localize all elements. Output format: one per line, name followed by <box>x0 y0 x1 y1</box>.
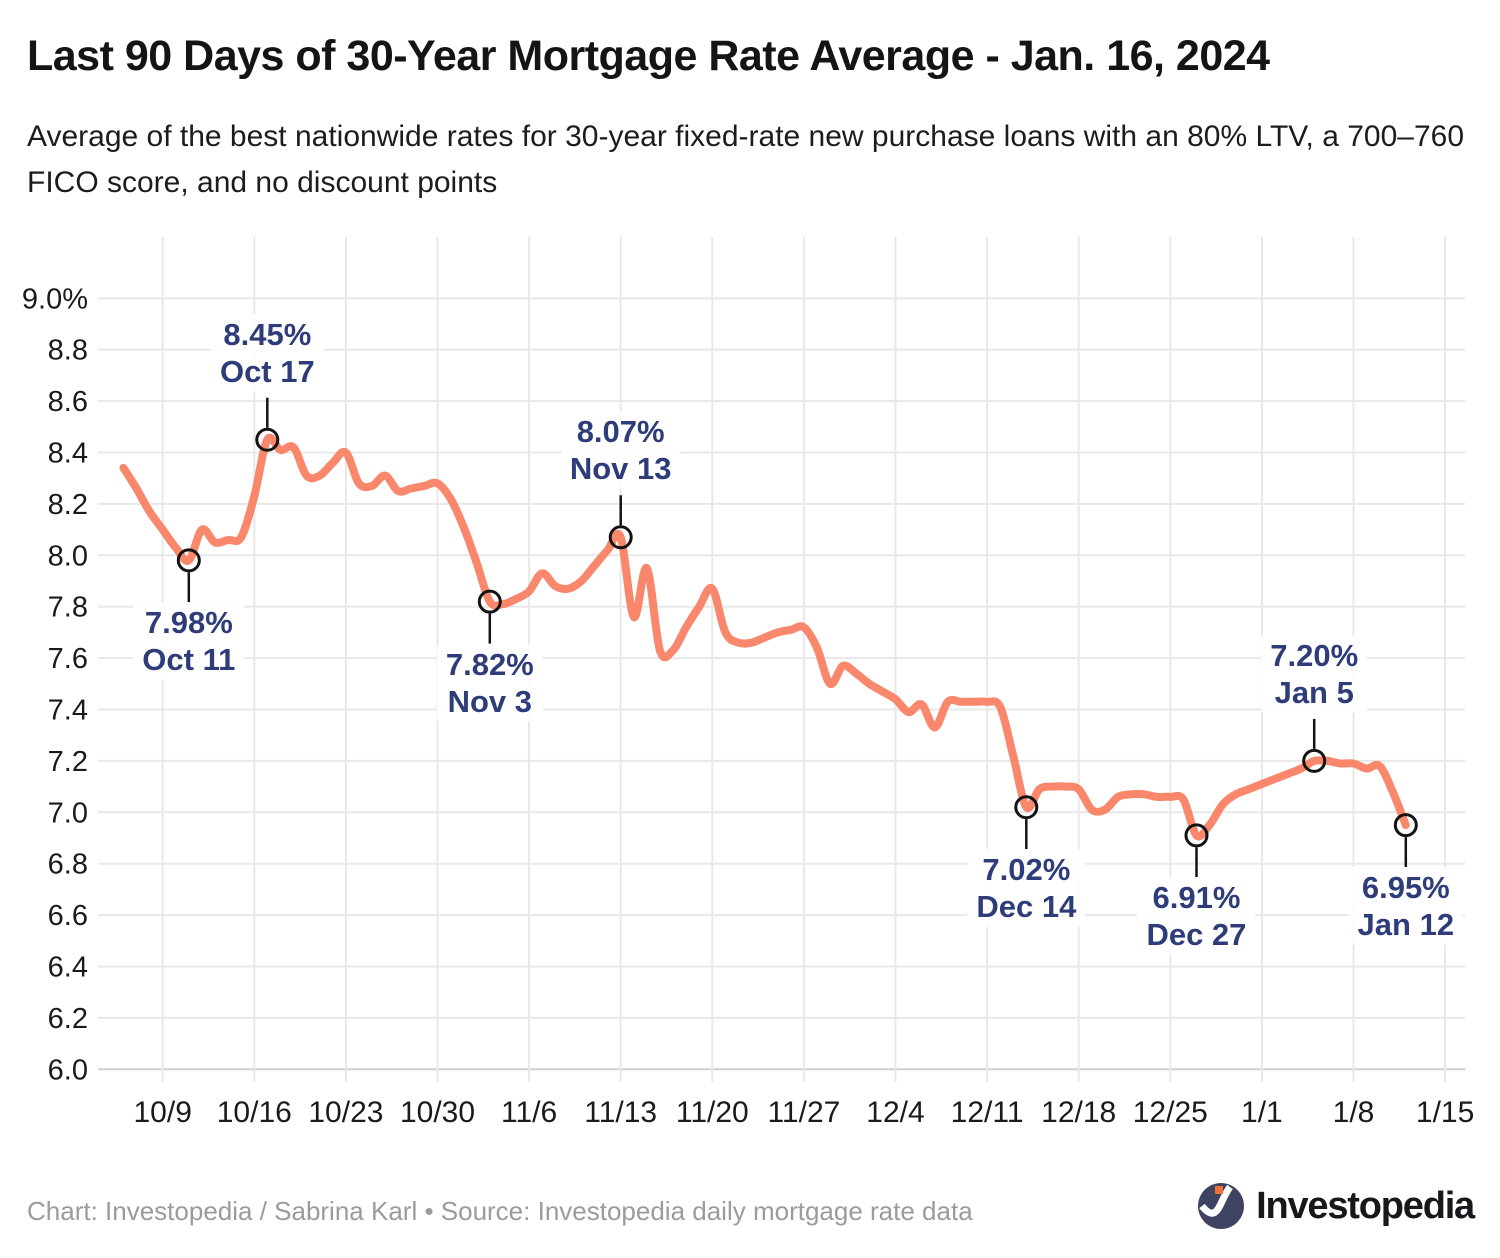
annotation-date: Dec 14 <box>976 889 1077 925</box>
y-tick-label: 8.0 <box>48 540 88 572</box>
y-tick-label: 6.0 <box>48 1054 88 1086</box>
annotation-label: 7.20% Jan 5 <box>1261 634 1368 713</box>
x-tick-label: 10/9 <box>134 1096 192 1129</box>
y-tick-label: 6.2 <box>48 1003 88 1035</box>
annotation-date: Nov 13 <box>569 451 672 487</box>
annotation-date: Nov 3 <box>447 683 532 719</box>
annotation-date: Oct 11 <box>142 642 236 678</box>
y-tick-label: 6.8 <box>48 849 88 881</box>
x-tick-label: 11/27 <box>767 1096 840 1129</box>
investopedia-logo-wordmark: Investopedia <box>1256 1184 1475 1227</box>
y-tick-label: 7.8 <box>48 592 88 624</box>
y-tick-label: 8.4 <box>48 438 88 470</box>
y-tick-label: 6.6 <box>48 900 88 932</box>
y-axis-labels: 9.0% 8.8 8.6 8.4 8.2 8.0 7.8 7.6 7.4 7.2 7.0 6.8 6.6… <box>22 283 88 1086</box>
annotation-label: 8.45% Oct 17 <box>210 313 324 392</box>
x-tick-label: 12/25 <box>1133 1096 1208 1129</box>
y-tick-label: 6.4 <box>48 952 88 984</box>
x-tick-label: 12/18 <box>1041 1096 1116 1129</box>
chart-subtitle: Average of the best nationwide rates for… <box>27 120 1465 199</box>
x-tick-label: 1/15 <box>1416 1096 1474 1129</box>
x-tick-label: 10/16 <box>217 1096 292 1129</box>
y-tick-label: 8.6 <box>48 386 88 418</box>
investopedia-logo: Investopedia <box>1197 1180 1475 1232</box>
annotation-marker <box>608 525 633 550</box>
x-tick-label: 12/11 <box>951 1096 1024 1129</box>
annotation-rate: 6.91% <box>1152 880 1241 916</box>
annotation-date: Jan 5 <box>1274 674 1354 710</box>
annotation-rate: 7.82% <box>445 646 534 682</box>
annotation-date: Dec 27 <box>1146 917 1247 953</box>
annotation-marker <box>477 589 502 614</box>
y-tick-label: 8.2 <box>48 489 88 521</box>
x-axis-labels: 10/9 10/16 10/23 10/30 11/6 11/13 11/20 11/27 12… <box>134 1096 1475 1129</box>
x-tick-label: 10/23 <box>308 1096 383 1129</box>
annotation-rate: 8.45% <box>223 316 312 352</box>
annotation-rate: 7.02% <box>982 852 1071 888</box>
y-tick-label: 8.8 <box>48 335 88 367</box>
x-tick-label: 11/13 <box>584 1096 657 1129</box>
annotation-label: 6.95% Jan 12 <box>1348 867 1464 946</box>
annotation-marker <box>1393 813 1418 838</box>
y-tick-label: 9.0% <box>22 283 88 315</box>
annotation-marker <box>1302 748 1327 773</box>
x-tick-label: 11/20 <box>676 1096 749 1129</box>
annotation-label: 6.91% Dec 27 <box>1137 877 1256 956</box>
annotation-rate: 6.95% <box>1361 870 1450 906</box>
y-tick-label: 7.4 <box>48 695 88 727</box>
annotation-marker <box>1184 823 1209 848</box>
chart-title: Last 90 Days of 30-Year Mortgage Rate Av… <box>27 32 1270 80</box>
annotation-date: Jan 12 <box>1357 907 1455 943</box>
annotation-marker <box>1014 795 1039 820</box>
annotation-rate: 7.20% <box>1270 637 1359 673</box>
x-tick-label: 1/8 <box>1333 1096 1375 1129</box>
x-tick-label: 1/1 <box>1241 1096 1283 1129</box>
rate-line <box>119 433 1410 841</box>
annotation-date: Oct 17 <box>219 353 315 389</box>
annotation-label: 7.98% Oct 11 <box>133 602 245 681</box>
credit-text: Chart: Investopedia / Sabrina Karl • Sou… <box>27 1196 973 1226</box>
annotation-rate: 8.07% <box>576 414 665 450</box>
y-tick-label: 7.6 <box>48 643 88 675</box>
annotation-label: 7.02% Dec 14 <box>967 849 1086 928</box>
annotation-rate: 7.98% <box>144 605 233 641</box>
annotation-marker <box>255 427 280 452</box>
y-tick-label: 7.2 <box>48 746 88 778</box>
annotation-marker <box>176 548 201 573</box>
x-tick-label: 10/30 <box>400 1096 475 1129</box>
x-tick-label: 11/6 <box>501 1096 557 1129</box>
investopedia-logo-icon <box>1198 1183 1245 1229</box>
annotation-label: 7.82% Nov 3 <box>436 643 543 722</box>
x-tick-label: 12/4 <box>866 1096 924 1129</box>
y-tick-label: 7.0 <box>48 797 88 829</box>
annotation-label: 8.07% Nov 13 <box>560 411 681 490</box>
